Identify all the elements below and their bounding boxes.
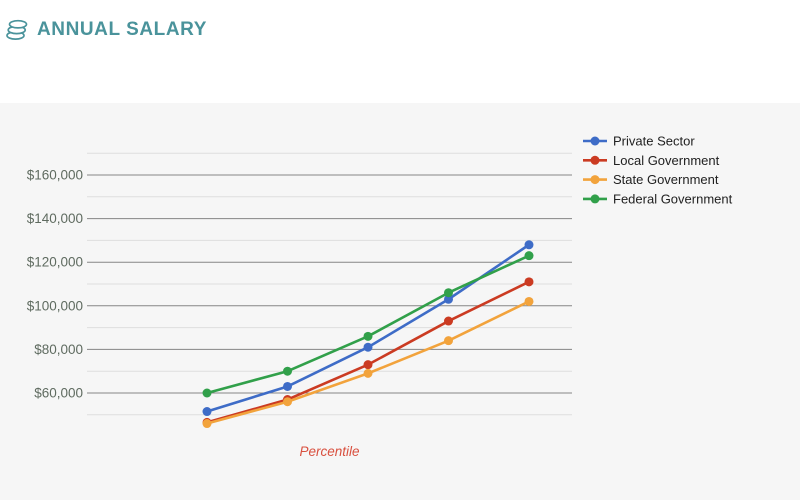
y-tick-label: $120,000 bbox=[27, 255, 83, 270]
data-point-federal-government[interactable] bbox=[202, 388, 212, 398]
data-point-private-sector[interactable] bbox=[363, 342, 373, 352]
data-point-local-government[interactable] bbox=[363, 360, 373, 370]
data-point-private-sector[interactable] bbox=[444, 294, 453, 304]
y-tick-label: $80,000 bbox=[34, 342, 83, 357]
legend-item-federal-government: Federal Government bbox=[583, 191, 733, 206]
data-point-state-government[interactable] bbox=[363, 368, 373, 378]
data-point-state-government[interactable] bbox=[524, 296, 534, 306]
legend-item-local-government: Local Government bbox=[583, 153, 720, 168]
legend-item-state-government: State Government bbox=[583, 172, 719, 187]
data-point-private-sector[interactable] bbox=[202, 407, 212, 417]
chart-panel: $60,000 $80,000 $100,000 $120,000 $140,000 $1… bbox=[0, 103, 800, 500]
data-point-state-government[interactable] bbox=[444, 336, 453, 346]
data-point-private-sector[interactable] bbox=[283, 381, 292, 391]
page-header: ANNUAL SALARY bbox=[5, 17, 207, 43]
y-tick-label: $100,000 bbox=[27, 298, 83, 313]
series-line-local-government bbox=[205, 280, 531, 424]
legend-marker-dot bbox=[590, 194, 600, 204]
y-tick-label: $160,000 bbox=[27, 168, 83, 183]
legend-marker-dot bbox=[590, 155, 600, 165]
data-point-federal-government[interactable] bbox=[283, 366, 292, 376]
legend-label: Federal Government bbox=[613, 191, 733, 206]
data-point-local-government[interactable] bbox=[444, 316, 453, 326]
salary-line-chart: $60,000 $80,000 $100,000 $120,000 $140,000 $1… bbox=[27, 134, 733, 460]
y-tick-label: $140,000 bbox=[27, 211, 83, 226]
legend-label: State Government bbox=[613, 172, 719, 187]
data-point-local-government[interactable] bbox=[524, 277, 534, 287]
legend-item-private-sector: Private Sector bbox=[583, 134, 695, 149]
data-point-federal-government[interactable] bbox=[524, 251, 534, 261]
page-title: ANNUAL SALARY bbox=[37, 19, 207, 40]
data-point-state-government[interactable] bbox=[202, 419, 212, 429]
legend-marker-dot bbox=[590, 175, 600, 185]
data-point-federal-government[interactable] bbox=[444, 288, 453, 298]
data-point-private-sector[interactable] bbox=[524, 240, 534, 250]
legend-marker-dot bbox=[590, 136, 600, 146]
legend-label: Private Sector bbox=[613, 134, 695, 149]
x-axis-title: Percentile bbox=[299, 444, 359, 459]
series-line-private-sector bbox=[205, 243, 531, 413]
data-point-state-government[interactable] bbox=[283, 397, 292, 407]
coins-icon bbox=[5, 17, 29, 43]
legend-label: Local Government bbox=[613, 153, 720, 168]
y-tick-label: $60,000 bbox=[34, 386, 83, 401]
data-point-federal-government[interactable] bbox=[363, 331, 373, 341]
